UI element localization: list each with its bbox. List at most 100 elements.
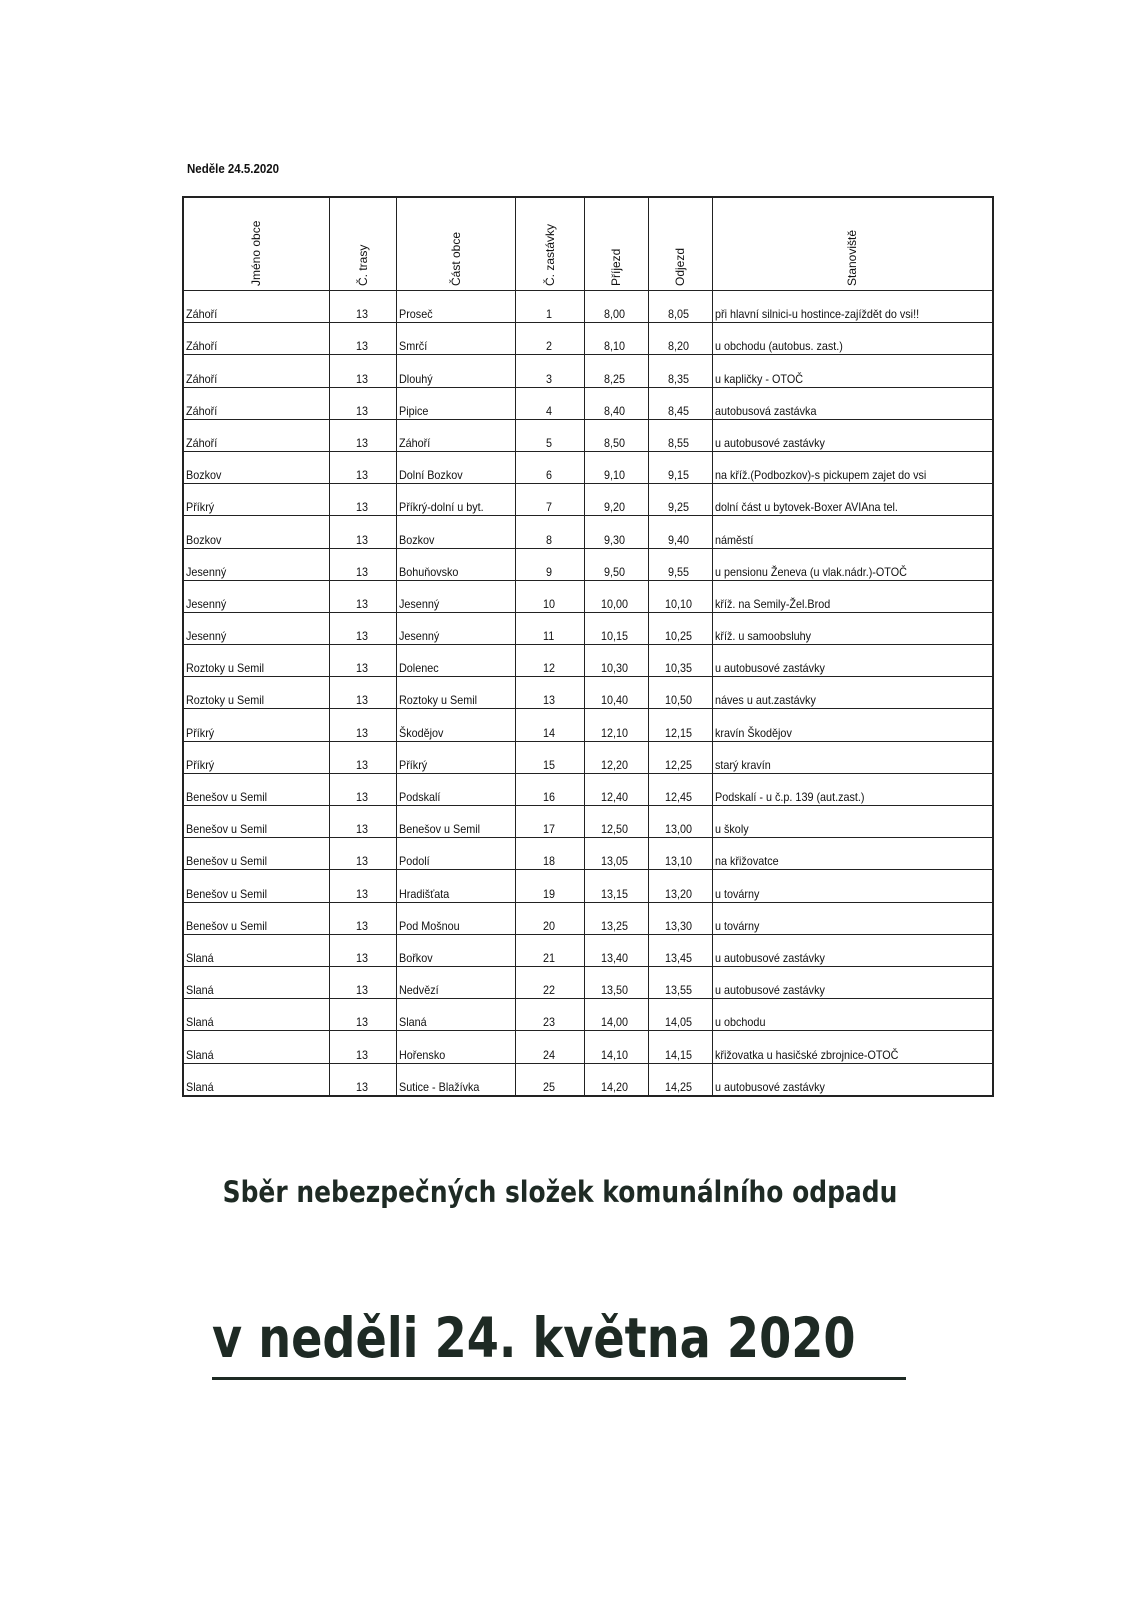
table-cell: 9,15 (647, 450, 713, 485)
cell-text: 8,25 (604, 371, 626, 386)
cell-text: 13 (355, 757, 368, 772)
table-cell: u autobusové zastávky (711, 644, 994, 678)
cell-text: 4 (546, 403, 553, 418)
cell-text: u autobusové zastávky (714, 435, 825, 450)
cell-text: 10,35 (664, 661, 693, 676)
table-row: Záhoří 13 Smrčí 2 8,10 8,20 u obchodu (autobus… (182, 322, 994, 356)
cell-text: 12,20 (600, 757, 629, 772)
cell-text: Benešov u Semil (186, 790, 268, 804)
column-header-label: Č. zastávky (542, 223, 557, 286)
cell-text: u autobusové zastávky (714, 950, 825, 965)
cell-text: 10,15 (600, 629, 629, 644)
table-cell: Roztoky u Semil (182, 676, 330, 710)
cell-text: 13 (355, 693, 368, 708)
table-cell: Jesenný (182, 611, 330, 646)
cell-text: 13 (355, 1047, 368, 1062)
column-header-label: Odjezd (673, 247, 687, 286)
table-cell: 13 (328, 418, 397, 452)
cell-text: 23 (542, 1015, 555, 1030)
collection-schedule-table: Jméno obce Č. trasy Část obce Č. zastávky Př… (182, 196, 994, 1097)
table-cell: u školy (711, 804, 994, 839)
cell-text: 13,45 (664, 950, 693, 965)
table-cell: Nedvězí (395, 965, 516, 1000)
cell-text: 13 (355, 790, 368, 804)
cell-text: 13 (355, 983, 368, 998)
table-cell: 14,15 (647, 1030, 713, 1064)
cell-text: 20 (542, 918, 555, 933)
table-row: Záhoří 13 Záhoří 5 8,50 8,55 u autobusové zast… (182, 418, 994, 452)
cell-text: 10,50 (664, 693, 693, 708)
cell-text: Roztoky u Semil (186, 661, 265, 676)
table-cell: Příkrý (182, 740, 330, 774)
cell-text: Sutice - Blažívka (398, 1079, 479, 1094)
cell-text: Benešov u Semil (186, 886, 268, 901)
table-row: Jesenný 13 Jesenný 10 10,00 10,10 kříž. na Sem… (182, 579, 994, 613)
table-cell: Záhoří (182, 322, 330, 356)
table-cell: 24 (514, 1030, 585, 1064)
cell-text: dolní část u bytovek-Boxer AVIAna tel. (714, 500, 898, 515)
table-row: Benešov u Semil 13 Podolí 18 13,05 13,10 na kř… (182, 837, 994, 871)
cell-text: Příkrý-dolní u byt. (398, 500, 484, 515)
table-cell: 20 (514, 901, 585, 935)
table-cell: 13 (328, 804, 397, 839)
cell-text: při hlavní silnici-u hostince-zajíždět d… (714, 307, 919, 322)
table-row: Příkrý 13 Příkrý 15 12,20 12,25 starý kravín (182, 740, 994, 774)
table-cell: u továrny (711, 901, 994, 935)
table-cell: Záhoří (182, 418, 330, 452)
cell-text: u školy (714, 822, 749, 837)
table-cell: 18 (514, 837, 585, 871)
table-cell: 8,20 (647, 322, 713, 356)
table-cell: u autobusové zastávky (711, 418, 994, 452)
cell-text: Záhoří (186, 371, 218, 386)
collection-title: Sběr nebezpečných složek komunálního odp… (222, 1175, 898, 1209)
cell-text: 13 (355, 564, 368, 579)
table-row: Záhoří 13 Dlouhý 3 8,25 8,35 u kapličky - OTOČ (182, 354, 994, 388)
cell-text: Slaná (398, 1015, 427, 1030)
table-cell: 13,05 (583, 837, 649, 871)
table-row: Benešov u Semil 13 Benešov u Semil 17 12,50 1… (182, 804, 994, 839)
cell-text: 13,30 (664, 918, 693, 933)
table-cell: 12,50 (583, 804, 649, 839)
table-row: Benešov u Semil 13 Pod Mošnou 20 13,25 13,30 u… (182, 901, 994, 935)
table-cell: 12,10 (583, 708, 649, 742)
cell-text: 9,10 (604, 468, 626, 483)
table-cell: 13,20 (647, 869, 713, 903)
cell-text: náves u aut.zastávky (714, 693, 816, 708)
cell-text: Slaná (186, 1015, 214, 1030)
table-row: Záhoří 13 Pipice 4 8,40 8,45 autobusová zastáv… (182, 386, 994, 420)
table-cell: u obchodu (711, 998, 994, 1032)
table-cell: 13 (514, 676, 585, 710)
column-header-label: Stanoviště (845, 229, 860, 286)
table-cell: 13 (328, 354, 397, 388)
cell-text: Příkrý (186, 757, 215, 772)
table-cell: Benešov u Semil (395, 804, 516, 839)
cell-text: u obchodu (714, 1015, 765, 1030)
table-cell: 11 (514, 611, 585, 646)
table-row: Bozkov 13 Dolní Bozkov 6 9,10 9,15 na kříž.(Po… (182, 450, 994, 485)
table-cell: 12,45 (647, 772, 713, 807)
column-header: Stanoviště (711, 196, 994, 291)
table-cell: 25 (514, 1062, 585, 1097)
cell-text: 16 (542, 790, 555, 804)
table-row: Roztoky u Semil 13 Roztoky u Semil 13 10,40 1… (182, 676, 994, 710)
cell-text: 13 (542, 693, 555, 708)
cell-text: Podskalí (398, 790, 440, 804)
table-cell: Smrčí (395, 322, 516, 356)
table-cell: 13 (328, 933, 397, 967)
table-cell: u autobusové zastávky (711, 1062, 994, 1097)
table-cell: Záhoří (395, 418, 516, 452)
table-cell: 14,00 (583, 998, 649, 1032)
table-cell: 13 (328, 1030, 397, 1064)
cell-text: Bozkov (186, 532, 222, 547)
table-cell: 13,00 (647, 804, 713, 839)
cell-text: Slaná (186, 950, 214, 965)
column-header: Č. trasy (328, 196, 397, 291)
cell-text: 10,10 (664, 596, 693, 611)
cell-text: 13 (355, 1015, 368, 1030)
table-cell: 14 (514, 708, 585, 742)
table-cell: Dolenec (395, 644, 516, 678)
cell-text: autobusová zastávka (714, 403, 816, 418)
table-cell: 12 (514, 644, 585, 678)
cell-text: 12,25 (664, 757, 693, 772)
cell-text: Příkrý (186, 500, 215, 515)
